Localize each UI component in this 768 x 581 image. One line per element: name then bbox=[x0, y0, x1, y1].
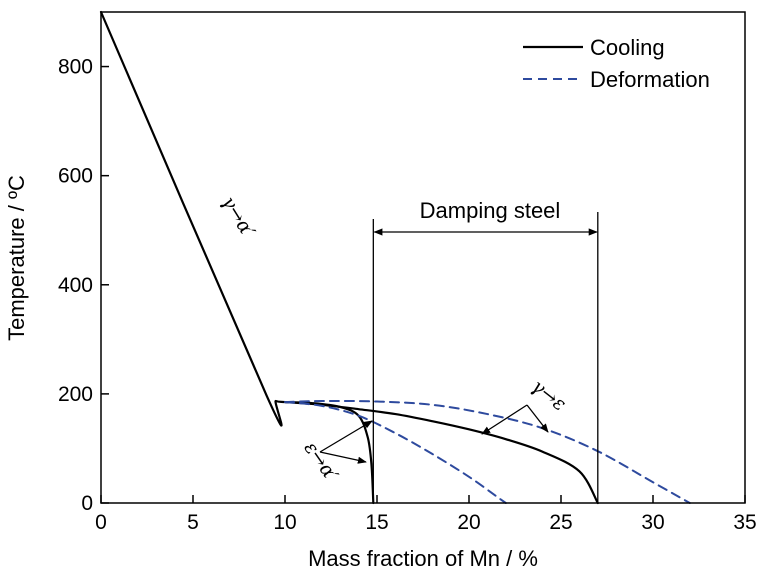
x-tick-label: 0 bbox=[95, 511, 107, 534]
y-tick-label: 400 bbox=[58, 274, 93, 297]
x-tick-label: 10 bbox=[273, 511, 296, 534]
plot-frame bbox=[100, 11, 746, 504]
x-tick-label: 15 bbox=[365, 511, 388, 534]
legend-label-cooling: Cooling bbox=[590, 35, 665, 60]
gamma-epsilon-arrow-cooling bbox=[481, 404, 528, 435]
x-tick-label: 35 bbox=[733, 511, 756, 534]
cooling-curve-2 bbox=[283, 400, 599, 505]
x-axis-ticks: 0 5 10 15 20 25 30 35 bbox=[95, 495, 757, 534]
cooling-curve-1 bbox=[99, 10, 375, 505]
annotations-group: γ→α′ γ→ε ε→α′ bbox=[217, 192, 599, 503]
y-axis-ticks: 0 200 400 600 800 bbox=[58, 56, 109, 515]
x-tick-label: 5 bbox=[187, 511, 199, 534]
x-tick-label: 30 bbox=[641, 511, 664, 534]
x-tick-label: 25 bbox=[549, 511, 572, 534]
epsilon-alpha-arrow-deformation bbox=[319, 451, 367, 464]
x-axis-label: Mass fraction of Mn / % bbox=[308, 546, 538, 571]
legend: Cooling Deformation bbox=[523, 35, 710, 92]
y-tick-label: 200 bbox=[58, 383, 93, 406]
legend-label-deformation: Deformation bbox=[590, 67, 710, 92]
deformation-curve-2 bbox=[284, 399, 691, 504]
gamma-to-alpha-prime-label: γ→α′ bbox=[217, 192, 260, 242]
gamma-to-epsilon-label: γ→ε bbox=[527, 375, 570, 415]
x-tick-label: 20 bbox=[457, 511, 480, 534]
gamma-epsilon-arrow-deformation bbox=[526, 404, 549, 433]
series-group bbox=[99, 10, 691, 505]
deformation-curve-1 bbox=[284, 401, 507, 504]
y-axis-label: Temperature / ºC bbox=[4, 175, 29, 341]
epsilon-to-alpha-prime-label: ε→α′ bbox=[299, 438, 342, 487]
y-tick-label: 0 bbox=[81, 492, 93, 515]
y-tick-label: 800 bbox=[58, 56, 93, 79]
y-tick-label: 600 bbox=[58, 165, 93, 188]
epsilon-alpha-arrow-cooling bbox=[319, 420, 373, 453]
damping-steel-label: Damping steel bbox=[420, 198, 561, 223]
